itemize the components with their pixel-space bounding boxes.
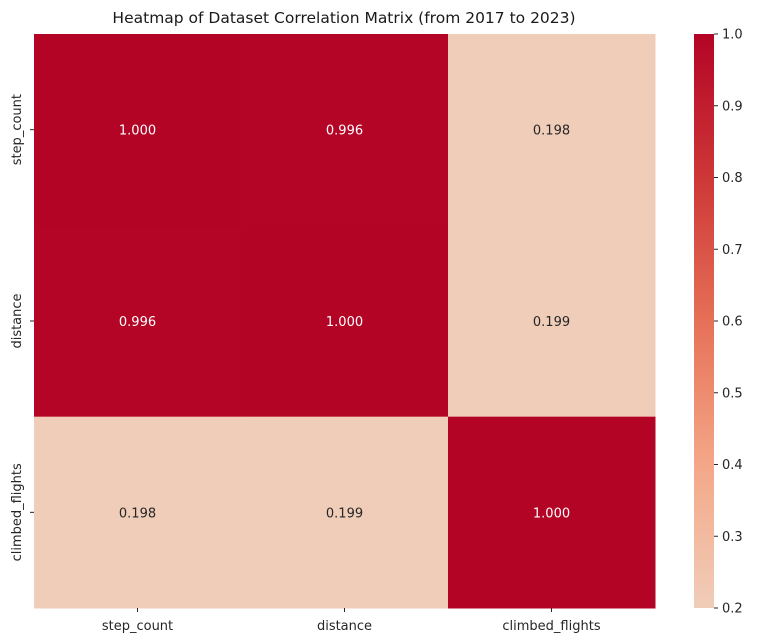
x-tick-label: climbed_flights [502, 619, 600, 634]
heatmap-cell [34, 225, 242, 418]
x-tick-label: distance [317, 619, 372, 634]
colorbar-tick-label: 0.6 [722, 315, 743, 330]
chart-title: Heatmap of Dataset Correlation Matrix (f… [112, 9, 575, 27]
cell-value-label: 1.000 [326, 315, 363, 330]
colorbar-tick-label: 0.8 [722, 171, 743, 186]
cell-value-label: 0.199 [533, 315, 570, 330]
cell-value-label: 0.198 [533, 124, 570, 139]
heatmap-cell [34, 416, 242, 609]
colorbar-tick-label: 0.3 [722, 530, 743, 545]
colorbar-tick-label: 0.4 [722, 458, 743, 473]
colorbar-tick-label: 0.2 [722, 602, 743, 617]
cell-value-label: 1.000 [119, 124, 156, 139]
cell-value-label: 1.000 [533, 506, 570, 521]
heatmap-cells: 1.000 0.996 0.198 0.996 1.000 0.199 0.198 0.199… [34, 34, 656, 609]
x-axis: step_count distance climbed_flights [102, 608, 601, 634]
heatmap-cell [448, 225, 656, 418]
y-tick-label: distance [10, 293, 25, 348]
y-tick-label: climbed_flights [10, 463, 25, 561]
heatmap-cell [241, 416, 449, 609]
colorbar: 0.2 0.3 0.4 0.5 0.6 0.7 0.8 0.9 1.0 [694, 28, 743, 617]
heatmap-cell [241, 34, 449, 226]
cell-value-label: 0.996 [326, 124, 363, 139]
cell-value-label: 0.996 [119, 315, 156, 330]
y-tick-label: step_count [10, 94, 25, 165]
colorbar-gradient [694, 34, 714, 608]
heatmap-cell [34, 34, 242, 226]
colorbar-tick-label: 0.7 [722, 243, 743, 258]
colorbar-tick-label: 0.9 [722, 99, 743, 114]
colorbar-tick-label: 0.5 [722, 386, 743, 401]
cell-value-label: 0.199 [326, 506, 363, 521]
heatmap-cell [241, 225, 449, 418]
heatmap-cell [448, 416, 656, 609]
colorbar-tick-label: 1.0 [722, 28, 743, 43]
cell-value-label: 0.198 [119, 506, 156, 521]
x-tick-label: step_count [102, 619, 173, 634]
y-axis: step_count distance climbed_flights [10, 94, 34, 561]
heatmap-cell [448, 34, 656, 226]
